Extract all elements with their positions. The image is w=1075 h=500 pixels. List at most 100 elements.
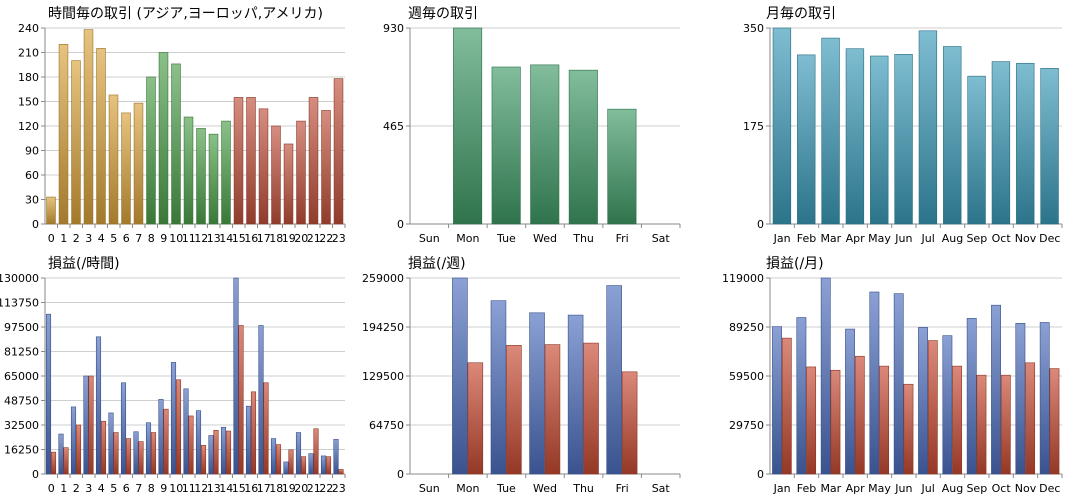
x-tick-label: 19 (282, 232, 296, 245)
bar-dec (1040, 68, 1059, 225)
x-tick-label: Thu (572, 482, 594, 495)
bar-0-series-2 (50, 451, 57, 475)
x-tick-label: 6 (123, 232, 130, 245)
x-tick-label: Dec (1039, 482, 1060, 495)
y-tick-label: 90 (25, 145, 39, 158)
y-tick-label: 97500 (4, 321, 39, 334)
bar-2-series-2 (75, 424, 82, 475)
y-tick-label: 64750 (369, 419, 404, 432)
bar-10-series-2 (175, 379, 182, 475)
x-tick-label: Sat (652, 482, 671, 495)
bar-jul-series-2 (927, 340, 938, 475)
x-tick-label: 0 (48, 482, 55, 495)
bar-22 (321, 110, 331, 225)
bar-9 (158, 52, 169, 225)
x-tick-label: 12 (194, 232, 208, 245)
x-tick-label: 13 (207, 482, 221, 495)
bar-jun-series-2 (903, 383, 914, 475)
bar-20 (296, 120, 306, 225)
bar-jun-series-1 (893, 293, 904, 475)
bar-0 (46, 196, 56, 225)
x-tick-label: 16 (244, 482, 258, 495)
x-tick-label: 23 (332, 232, 346, 245)
bar-6 (121, 112, 131, 225)
bar-jan (772, 27, 792, 225)
bar-1-series-1 (58, 433, 64, 475)
x-tick-label: Sun (419, 482, 440, 495)
x-tick-label: 2 (73, 482, 80, 495)
x-tick-label: 5 (110, 232, 117, 245)
chart-title: 月毎の取引 (766, 6, 836, 22)
bar-10 (171, 63, 181, 225)
y-tick-label: 59500 (729, 370, 764, 383)
x-tick-label: Apr (846, 482, 866, 495)
bar-nov-series-2 (1025, 362, 1036, 475)
x-tick-label: 2 (73, 232, 80, 245)
chart-panel-6: 損益(/月) 0 29750 59500 89250 119000 Jan Feb Mar Apr… (722, 256, 1063, 495)
x-tick-label: 8 (148, 482, 155, 495)
y-tick-label: 0 (757, 468, 764, 481)
y-tick-label: 113750 (0, 297, 39, 310)
bar-thu-series-1 (567, 314, 584, 475)
x-tick-label: 10 (169, 232, 183, 245)
bar-19-series-1 (283, 461, 289, 475)
x-tick-label: 11 (182, 232, 196, 245)
x-tick-label: Tue (496, 482, 516, 495)
y-tick-label: 81250 (4, 346, 39, 359)
x-tick-label: 1 (60, 482, 67, 495)
bar-3-series-2 (88, 375, 94, 475)
x-tick-label: 3 (85, 482, 92, 495)
y-tick-label: 259000 (362, 272, 404, 285)
bar-jul-series-1 (918, 327, 928, 475)
x-tick-label: 18 (269, 232, 283, 245)
bar-22-series-1 (320, 455, 327, 475)
y-tick-label: 32500 (4, 419, 39, 432)
x-tick-label: 15 (232, 232, 246, 245)
bar-may-series-2 (879, 365, 890, 475)
bar-14-series-1 (220, 426, 227, 475)
bar-10-series-1 (170, 362, 177, 475)
bar-fri-series-1 (606, 285, 622, 475)
bar-4 (96, 48, 106, 225)
bar-2-series-1 (70, 406, 77, 475)
x-tick-label: 15 (232, 482, 246, 495)
x-tick-label: 20 (294, 232, 308, 245)
x-tick-label: 21 (307, 482, 321, 495)
x-tick-label: Aug (942, 482, 963, 495)
bar-8-series-2 (150, 432, 157, 475)
bar-8-series-1 (145, 422, 152, 475)
x-tick-label: Apr (846, 232, 866, 245)
bar-6-series-2 (125, 438, 132, 475)
bar-7-series-1 (133, 431, 139, 475)
y-tick-label: 150 (18, 96, 39, 109)
y-tick-label: 194250 (362, 321, 404, 334)
x-tick-label: Oct (992, 482, 1012, 495)
bar-fri-series-2 (621, 371, 638, 475)
x-tick-label: Feb (797, 482, 816, 495)
x-tick-label: 6 (123, 482, 130, 495)
bar-18 (271, 125, 281, 225)
y-tick-label: 180 (18, 71, 39, 84)
chart-panel-5: 損益(/週) 0 64750 129500 194250 259000 Sun Mon Tue W… (362, 256, 681, 495)
y-tick-label: 0 (32, 468, 39, 481)
bar-oct-series-2 (1000, 374, 1011, 475)
bar-21-series-1 (308, 453, 314, 475)
bar-22-series-2 (325, 456, 332, 475)
x-tick-label: 5 (110, 482, 117, 495)
bar-may (870, 55, 889, 225)
bar-feb-series-2 (806, 366, 817, 475)
y-tick-label: 930 (383, 22, 404, 35)
bar-sep-series-1 (966, 318, 977, 475)
y-tick-label: 175 (743, 120, 764, 133)
bar-20-series-2 (300, 456, 307, 475)
bar-feb (797, 54, 816, 225)
bar-15-series-2 (238, 325, 244, 475)
x-tick-label: Jan (773, 482, 791, 495)
y-tick-label: 210 (18, 47, 39, 60)
bar-6-series-1 (120, 382, 127, 475)
x-tick-label: Mon (456, 232, 479, 245)
bar-13-series-2 (213, 429, 219, 475)
y-tick-label: 29750 (729, 419, 764, 432)
x-tick-label: Jun (894, 232, 912, 245)
